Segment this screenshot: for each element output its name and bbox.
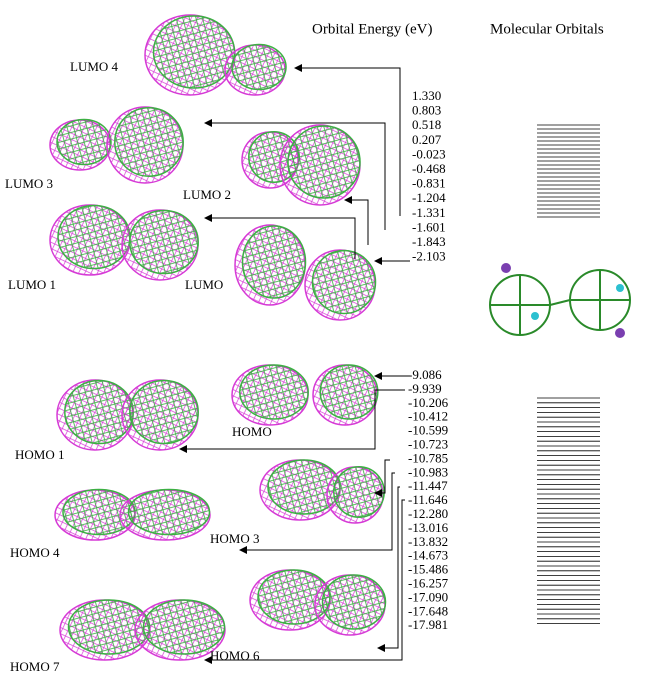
energy-value: -0.023: [412, 146, 446, 161]
energy-value: -1.601: [412, 219, 446, 234]
heading: Molecular Orbitals: [490, 21, 604, 37]
orbital-lobe: [58, 206, 130, 269]
energy-value: -13.016: [408, 520, 449, 535]
energy-value: -10.723: [408, 436, 448, 451]
orbital-lobe: [130, 381, 198, 444]
orbital-label: LUMO 2: [183, 187, 231, 202]
energy-value: 0.518: [412, 117, 441, 132]
energy-value: -10.599: [408, 423, 448, 438]
energy-value: -15.486: [408, 562, 449, 577]
energy-levels: [537, 125, 600, 624]
orbital-lobe: [115, 108, 183, 176]
energy-value: -10.412: [408, 409, 448, 424]
molecule: [490, 263, 630, 338]
orbital-label: HOMO: [232, 424, 272, 439]
arrow: [378, 487, 400, 648]
orbital-lobe: [57, 120, 111, 165]
energy-value: -17.090: [408, 589, 448, 604]
energy-value: -13.832: [408, 534, 448, 549]
orbital-label: HOMO 4: [10, 545, 60, 560]
orbital-label: HOMO 3: [210, 531, 259, 546]
orbital-label: LUMO: [185, 277, 223, 292]
energy-value: -14.673: [408, 548, 448, 563]
orbital-lobe: [144, 600, 225, 654]
energy-value: -17.648: [408, 603, 448, 618]
energy-value: -0.468: [412, 161, 446, 176]
energy-value: -9.939: [408, 381, 442, 396]
energy-value: -2.103: [412, 249, 446, 264]
energy-value: 1.330: [412, 88, 441, 103]
energy-value: -10.983: [408, 464, 448, 479]
energy-value: -10.785: [408, 450, 448, 465]
energy-value: -17.981: [408, 617, 448, 632]
orbital-label: LUMO 3: [5, 176, 53, 191]
orbital-lobe: [313, 251, 376, 314]
energy-value: -11.447: [408, 478, 448, 493]
orbital-lobe: [130, 211, 198, 274]
energy-value: -16.257: [408, 575, 449, 590]
orbital-lobe: [334, 467, 384, 517]
arrow: [345, 200, 368, 245]
energy-value: -1.331: [412, 205, 446, 220]
energy-value: -12.280: [408, 506, 448, 521]
energy-value: 0.207: [412, 132, 442, 147]
orbital-lobe: [129, 490, 210, 535]
orbital-images: [50, 15, 386, 660]
energy-value: -9.086: [408, 367, 442, 382]
orbital-lobe: [232, 45, 286, 90]
orbital-lobe: [240, 365, 308, 419]
heading: Orbital Energy (eV): [312, 21, 433, 37]
orbital-label: HOMO 1: [15, 447, 64, 462]
orbital-label: HOMO 7: [10, 659, 60, 674]
orbital-lobe: [323, 575, 386, 629]
orbital-lobe: [320, 365, 378, 419]
energy-value: -1.204: [412, 190, 446, 205]
orbital-label: LUMO 1: [8, 277, 56, 292]
orbital-lobe: [288, 126, 360, 198]
energy-value: -11.646: [408, 492, 448, 507]
orbital-label: HOMO 6: [210, 648, 260, 663]
energy-value: -10.206: [408, 395, 449, 410]
figure: Orbital Energy (eV) Molecular Orbitals L…: [0, 0, 645, 677]
orbital-lobe: [154, 16, 235, 88]
energy-value: -1.843: [412, 234, 446, 249]
orbital-lobe: [243, 226, 306, 298]
energy-value: 0.803: [412, 103, 441, 118]
orbital-label: LUMO 4: [70, 59, 119, 74]
energy-value: -0.831: [412, 176, 446, 191]
